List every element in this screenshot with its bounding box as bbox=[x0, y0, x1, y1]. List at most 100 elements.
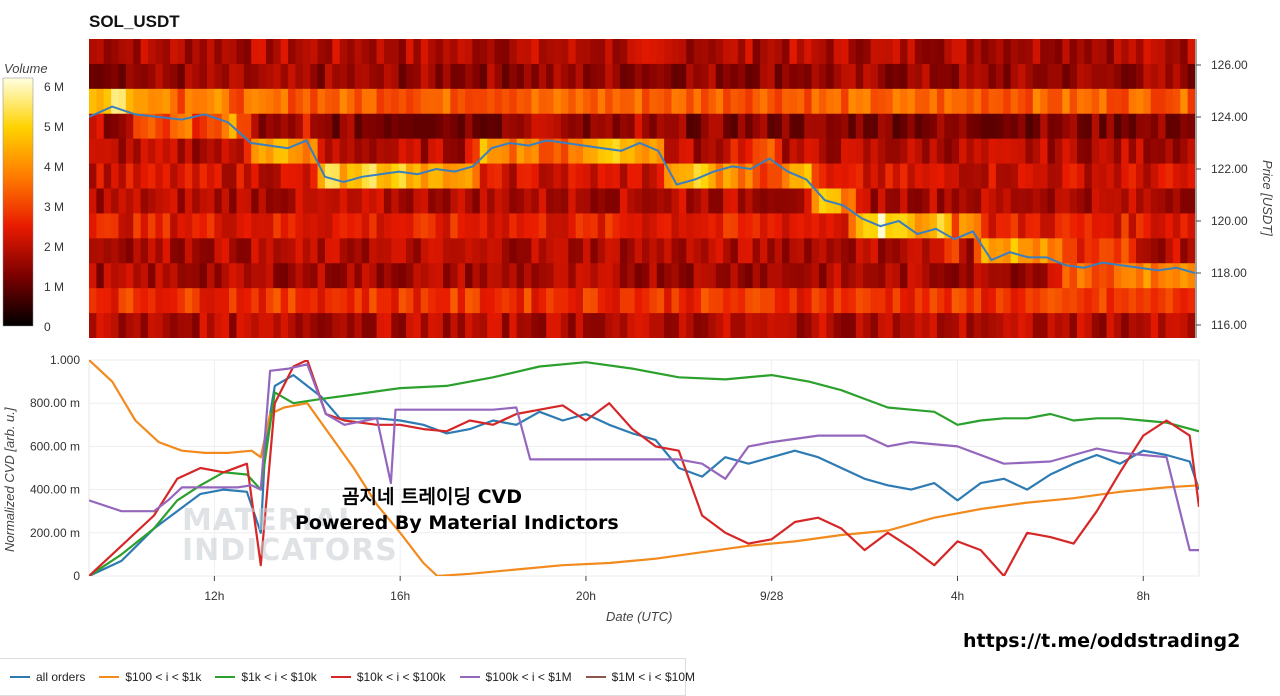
heatmap-cell bbox=[229, 213, 238, 239]
heatmap-cell bbox=[147, 88, 156, 115]
heatmap-cell bbox=[671, 188, 680, 215]
heatmap-cell bbox=[317, 288, 326, 314]
legend-swatch bbox=[330, 676, 351, 678]
heatmap-cell bbox=[1054, 138, 1063, 165]
heatmap-cell bbox=[214, 213, 223, 239]
heatmap-cell bbox=[892, 138, 901, 165]
heatmap-cell bbox=[428, 39, 437, 65]
heatmap-cell bbox=[170, 188, 179, 215]
heatmap-cell bbox=[1047, 138, 1056, 165]
telegram-link[interactable]: https://t.me/oddstrading2 bbox=[963, 630, 1241, 652]
heatmap-cell bbox=[966, 213, 975, 239]
heatmap-cell bbox=[752, 213, 761, 239]
heatmap-cell bbox=[1018, 288, 1027, 314]
heatmap-cell bbox=[111, 39, 120, 65]
heatmap-cell bbox=[818, 263, 827, 289]
heatmap-cell bbox=[125, 263, 134, 289]
heatmap-cell bbox=[804, 113, 813, 140]
heatmap-cell bbox=[605, 313, 614, 338]
heatmap-cell bbox=[487, 263, 496, 289]
heatmap-cell bbox=[184, 113, 193, 140]
heatmap-cell bbox=[730, 88, 739, 115]
heatmap-cell bbox=[796, 63, 805, 90]
heatmap-cell bbox=[1158, 39, 1167, 65]
legend-item[interactable]: all orders bbox=[10, 670, 85, 684]
heatmap-cell bbox=[855, 263, 864, 289]
heatmap-cell bbox=[538, 288, 547, 314]
heatmap-cell bbox=[347, 39, 356, 65]
heatmap-cell bbox=[177, 113, 186, 140]
heatmap-cell bbox=[339, 63, 348, 90]
heatmap-cell bbox=[524, 138, 532, 165]
heatmap-cell bbox=[804, 213, 813, 239]
heatmap-cell bbox=[214, 63, 223, 90]
heatmap-cell bbox=[833, 188, 842, 215]
legend-label: $1M < i < $10M bbox=[611, 670, 695, 684]
heatmap-cell bbox=[1003, 113, 1012, 140]
legend-item[interactable]: $10k < i < $100k bbox=[330, 670, 446, 684]
heatmap-cell bbox=[855, 113, 864, 140]
heatmap-cell bbox=[877, 163, 886, 190]
heatmap-cell bbox=[339, 288, 348, 314]
heatmap-cell bbox=[678, 313, 687, 338]
heatmap-cell bbox=[1150, 263, 1159, 289]
heatmap-cell bbox=[907, 113, 916, 140]
heatmap-cell bbox=[892, 113, 901, 140]
heatmap-cell bbox=[118, 138, 127, 165]
heatmap-cell bbox=[531, 39, 540, 65]
heatmap-cell bbox=[170, 313, 179, 338]
heatmap-cell bbox=[531, 88, 540, 115]
heatmap-cell bbox=[634, 113, 643, 140]
heatmap-cell bbox=[900, 288, 909, 314]
heatmap-cell bbox=[863, 163, 872, 190]
heatmap-cell bbox=[243, 113, 252, 140]
heatmap-cell bbox=[347, 188, 356, 215]
heatmap-cell bbox=[1069, 138, 1078, 165]
heatmap-cell bbox=[487, 163, 496, 190]
heatmap-cell bbox=[870, 313, 879, 338]
legend-item[interactable]: $1k < i < $10k bbox=[215, 670, 317, 684]
heatmap-cell bbox=[177, 163, 186, 190]
heatmap-cell bbox=[870, 88, 879, 115]
heatmap-cell bbox=[103, 88, 112, 115]
heatmap-cell bbox=[243, 88, 252, 115]
heatmap-cell bbox=[354, 238, 363, 264]
heatmap-cell bbox=[184, 238, 193, 264]
heatmap-cell bbox=[1113, 63, 1122, 90]
heatmap-cell bbox=[995, 188, 1004, 215]
heatmap-cell bbox=[524, 39, 532, 65]
heatmap-cell bbox=[664, 88, 673, 115]
heatmap-cell bbox=[678, 288, 687, 314]
heatmap-cell bbox=[140, 238, 149, 264]
heatmap-cell bbox=[642, 163, 650, 190]
heatmap-cell bbox=[1091, 188, 1100, 215]
heatmap-cell bbox=[1018, 188, 1027, 215]
heatmap-cell bbox=[206, 163, 215, 190]
heatmap-cell bbox=[804, 288, 813, 314]
heatmap-cell bbox=[546, 63, 555, 90]
heatmap-cell bbox=[324, 188, 333, 215]
heatmap-cell bbox=[206, 39, 215, 65]
heatmap-cell bbox=[1010, 39, 1019, 65]
legend-item[interactable]: $100k < i < $1M bbox=[459, 670, 572, 684]
heatmap-cell bbox=[140, 263, 149, 289]
heatmap-cell bbox=[428, 138, 437, 165]
heatmap-cell bbox=[1158, 238, 1167, 264]
heatmap-cell bbox=[1113, 213, 1122, 239]
legend-item[interactable]: $100 < i < $1k bbox=[99, 670, 201, 684]
heatmap-cell bbox=[848, 288, 857, 314]
heatmap-cell bbox=[627, 238, 636, 264]
heatmap-cell bbox=[1180, 313, 1189, 338]
heatmap-cell bbox=[1150, 138, 1159, 165]
heatmap-cell bbox=[501, 163, 510, 190]
heatmap-cell bbox=[1062, 213, 1071, 239]
heatmap-cell bbox=[501, 213, 510, 239]
heatmap-cell bbox=[1121, 263, 1130, 289]
heatmap-cell bbox=[951, 313, 960, 338]
heatmap-cell bbox=[206, 188, 215, 215]
heatmap-cell bbox=[347, 163, 356, 190]
heatmap-cell bbox=[243, 288, 252, 314]
heatmap-cell bbox=[199, 213, 208, 239]
legend-item[interactable]: $1M < i < $10M bbox=[585, 670, 695, 684]
heatmap-cell bbox=[855, 213, 864, 239]
